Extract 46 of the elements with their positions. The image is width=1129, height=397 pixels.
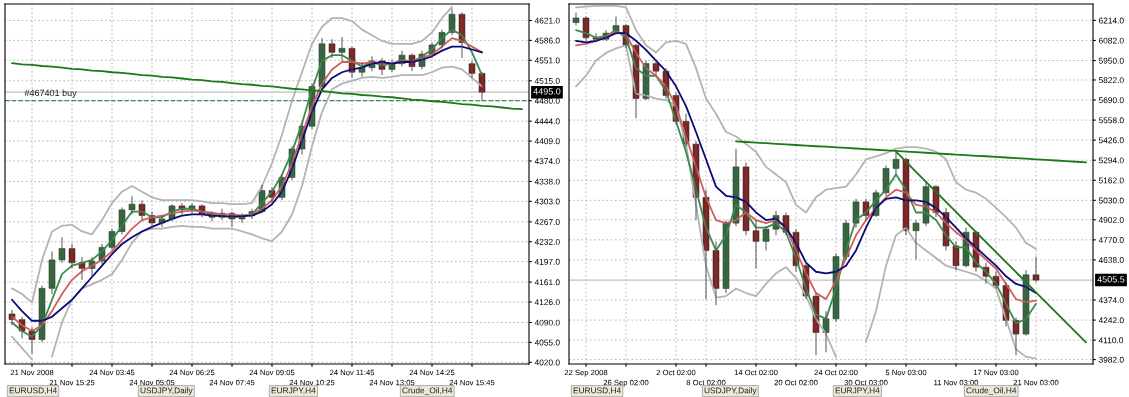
y-tick-label: 4242.0 [1098, 317, 1124, 324]
y-tick-label: 4770.0 [1098, 237, 1124, 243]
y-tick-label: 6082.0 [1098, 37, 1124, 44]
y-tick-label: 4586.0 [534, 37, 560, 44]
text: EURUSD,H4 [573, 387, 621, 395]
y-tick-label: 4638.0 [1098, 257, 1124, 264]
y-tick-label: 5030.0 [1098, 197, 1124, 204]
y-tick-label: 4267.0 [534, 219, 560, 225]
y-tick-label: 4232.0 [534, 238, 560, 245]
y-tick-label: 4902.0 [1098, 216, 1124, 223]
y-tick-label: 4621.0 [534, 17, 560, 24]
y-tick-label: 4090.0 [534, 319, 560, 326]
y-tick-label: 4480.0 [534, 97, 560, 104]
y-tick-label: 4020.0 [534, 359, 560, 366]
y-tick-label: 4374.0 [534, 158, 560, 165]
y-tick-label: 4551.0 [534, 57, 560, 64]
text: EURJPY,H4 [271, 387, 316, 395]
y-tick-label: 4197.0 [534, 258, 560, 265]
y-tick-label: 5558.0 [1098, 117, 1124, 124]
y-tick-label: 4126.0 [534, 299, 560, 306]
y-tick-label: 4409.0 [534, 138, 560, 145]
text: EURJPY,H4 [835, 387, 880, 395]
y-tick-label: 5426.0 [1098, 137, 1124, 144]
y-tick-label: 4110.0 [1098, 337, 1124, 344]
y-tick-label: 5690.0 [1098, 97, 1124, 104]
ref-line-label: #467401 buy [24, 89, 77, 98]
y-tick-label: 4515.0 [534, 77, 560, 84]
text: USDJPY,Daily [704, 387, 757, 395]
text: Crude_Oil,H4 [966, 387, 1017, 395]
y-tick-label: 5294.0 [1098, 157, 1124, 164]
y-tick-label: 3982.0 [1098, 356, 1124, 363]
ref-line-label: 4495.0 [533, 88, 561, 95]
y-tick-label: 5162.0 [1098, 177, 1124, 184]
y-tick-label: 6214.0 [1098, 17, 1124, 24]
ref-line-label: 4505.5 [1097, 276, 1125, 283]
y-tick-label: 4444.0 [534, 118, 560, 125]
y-tick-label: 4161.0 [534, 279, 560, 286]
text: USDJPY,Daily [140, 387, 193, 395]
y-tick-label: 5950.0 [1098, 57, 1124, 64]
y-tick-label: 4055.0 [534, 339, 560, 346]
text: EURUSD,H4 [9, 387, 57, 395]
text: Crude_Oil,H4 [402, 387, 453, 395]
y-tick-label: 4338.0 [534, 178, 560, 185]
y-tick-label: 5822.0 [1098, 77, 1124, 84]
y-tick-label: 4303.0 [534, 198, 560, 205]
y-tick-label: 4374.0 [1098, 297, 1124, 304]
